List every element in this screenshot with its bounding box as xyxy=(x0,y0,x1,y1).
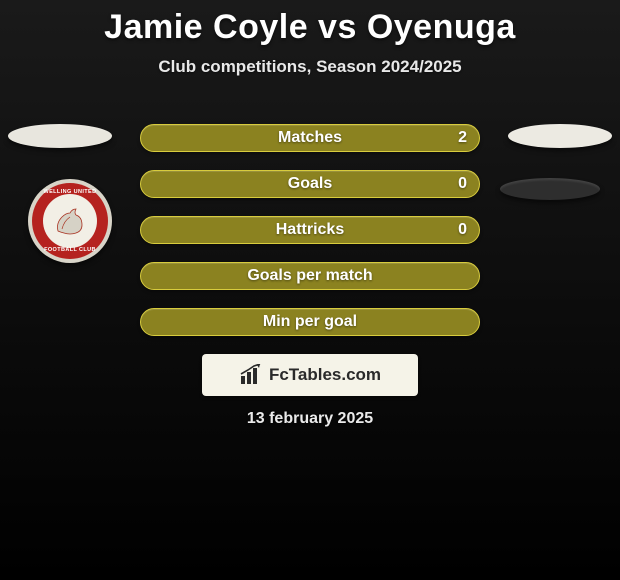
stat-bars: Matches 2 Goals 0 Hattricks 0 Goals per match M… xyxy=(140,124,480,354)
badge-text-bottom: FOOTBALL CLUB xyxy=(44,247,96,253)
player-right-placeholder-2 xyxy=(500,178,600,200)
fctables-chart-icon xyxy=(239,364,263,386)
stat-bar-label: Goals per match xyxy=(247,267,372,285)
stat-bar-value-right: 2 xyxy=(458,125,467,151)
stat-bar-label: Matches xyxy=(278,129,342,147)
date-text: 13 february 2025 xyxy=(0,410,620,428)
page-title: Jamie Coyle vs Oyenuga xyxy=(0,0,620,47)
stat-bar: Matches 2 xyxy=(140,124,480,152)
player-right-placeholder xyxy=(508,124,612,148)
badge-text-top: WELLING UNITED xyxy=(44,189,97,195)
stat-bar: Goals 0 xyxy=(140,170,480,198)
stat-bar-label: Min per goal xyxy=(263,313,357,331)
stat-bar-label: Goals xyxy=(288,175,332,193)
fctables-logo-text: FcTables.com xyxy=(269,365,381,385)
club-badge: WELLING UNITED FOOTBALL CLUB xyxy=(28,179,112,263)
stat-bar: Min per goal xyxy=(140,308,480,336)
page-subtitle: Club competitions, Season 2024/2025 xyxy=(0,57,620,77)
stat-bar-value-right: 0 xyxy=(458,217,467,243)
player-left-placeholder xyxy=(8,124,112,148)
club-badge-icon xyxy=(50,201,90,241)
club-badge-center xyxy=(43,194,97,248)
stat-bar: Goals per match xyxy=(140,262,480,290)
stat-bar: Hattricks 0 xyxy=(140,216,480,244)
content-root: Jamie Coyle vs Oyenuga Club competitions… xyxy=(0,0,620,580)
club-badge-ring: WELLING UNITED FOOTBALL CLUB xyxy=(32,183,108,259)
stat-bar-value-right: 0 xyxy=(458,171,467,197)
stat-bar-label: Hattricks xyxy=(276,221,344,239)
fctables-logo: FcTables.com xyxy=(202,354,418,396)
